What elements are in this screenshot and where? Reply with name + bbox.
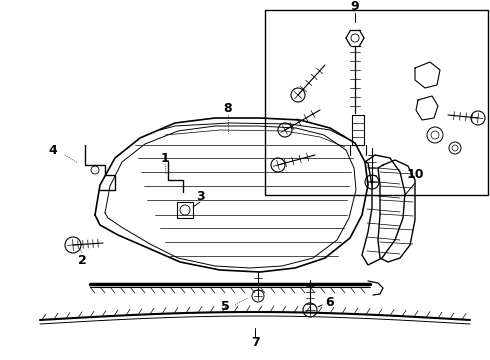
Bar — [177, 202, 193, 218]
Text: 7: 7 — [250, 336, 259, 348]
Text: 4: 4 — [49, 144, 57, 157]
Text: 9: 9 — [351, 0, 359, 13]
Text: 3: 3 — [196, 189, 204, 202]
Bar — [265, 10, 488, 195]
Text: 1: 1 — [161, 152, 170, 165]
Text: 8: 8 — [224, 102, 232, 114]
Text: 5: 5 — [220, 300, 229, 312]
Text: 6: 6 — [326, 297, 334, 310]
Text: 2: 2 — [77, 253, 86, 266]
Text: 10: 10 — [406, 168, 424, 181]
